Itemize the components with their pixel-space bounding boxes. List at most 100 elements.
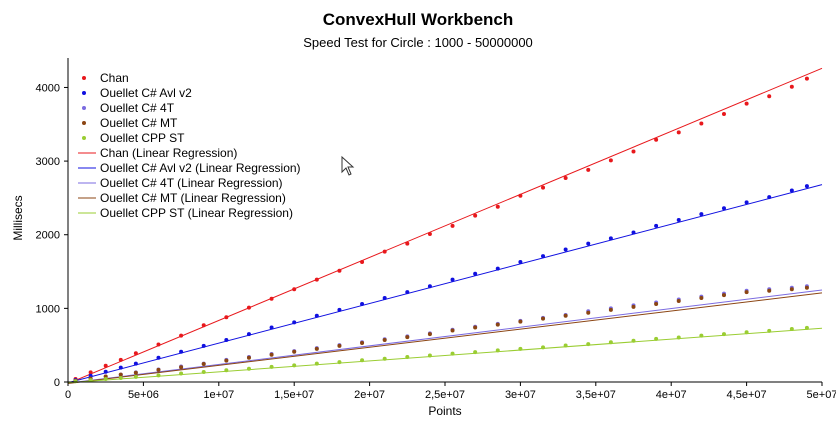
- data-point: [789, 326, 794, 331]
- legend-label: Ouellet C# MT: [100, 116, 178, 130]
- legend-item: Ouellet C# MT: [82, 116, 178, 130]
- data-point: [269, 296, 274, 301]
- data-point: [563, 247, 568, 252]
- data-point: [133, 361, 138, 366]
- regression-line: [67, 292, 823, 384]
- legend-label: Ouellet C# 4T (Linear Regression): [100, 176, 283, 190]
- data-point: [201, 370, 206, 375]
- data-point: [676, 130, 681, 135]
- data-point: [518, 259, 523, 264]
- data-point: [133, 370, 138, 375]
- data-point: [427, 332, 432, 337]
- data-point: [804, 184, 809, 189]
- data-point: [804, 76, 809, 81]
- legend-item: Ouellet C# 4T (Linear Regression): [78, 176, 283, 190]
- data-point: [360, 259, 365, 264]
- data-point: [586, 310, 591, 315]
- data-point: [495, 348, 500, 353]
- data-point: [473, 325, 478, 330]
- data-point: [292, 349, 297, 354]
- data-point: [224, 358, 229, 363]
- y-tick-label: 0: [54, 377, 60, 389]
- legend-item: Ouellet C# Avl v2 (Linear Regression): [78, 161, 301, 175]
- data-point: [541, 254, 546, 259]
- legend-marker: [82, 91, 86, 95]
- data-point: [360, 301, 365, 306]
- data-point: [631, 149, 636, 154]
- data-point: [314, 361, 319, 366]
- data-point: [541, 316, 546, 321]
- data-point: [292, 320, 297, 325]
- data-point: [382, 356, 387, 361]
- data-point: [314, 277, 319, 282]
- data-point: [608, 307, 613, 312]
- data-point: [118, 365, 123, 370]
- x-tick-label: 5e+07: [807, 389, 836, 401]
- x-tick-label: 5e+06: [128, 389, 159, 401]
- data-point: [201, 343, 206, 348]
- data-point: [676, 218, 681, 222]
- data-point: [450, 223, 455, 228]
- data-point: [608, 158, 613, 163]
- legend-label: Ouellet CPP ST (Linear Regression): [100, 206, 293, 220]
- data-point: [360, 340, 365, 345]
- data-point: [156, 355, 161, 360]
- x-tick-label: 3e+07: [505, 389, 536, 401]
- data-point: [314, 346, 319, 351]
- data-point: [631, 230, 636, 235]
- data-point: [179, 333, 184, 338]
- data-point: [246, 366, 251, 371]
- data-point: [789, 84, 794, 89]
- regression-line: [67, 289, 823, 384]
- data-point: [269, 325, 274, 330]
- data-point: [804, 285, 809, 290]
- legend-item: Chan: [82, 71, 129, 85]
- data-point: [744, 290, 749, 295]
- data-point: [721, 111, 726, 116]
- x-tick-label: 3,5e+07: [576, 389, 616, 401]
- legend-marker: [82, 76, 86, 80]
- data-point: [563, 313, 568, 318]
- data-point: [73, 379, 78, 384]
- legend-marker: [82, 121, 86, 125]
- data-point: [103, 363, 108, 368]
- data-point: [518, 346, 523, 351]
- x-tick-label: 2,5e+07: [425, 389, 465, 401]
- data-point: [518, 193, 523, 198]
- data-point: [767, 195, 772, 200]
- data-point: [337, 343, 342, 348]
- data-point: [405, 290, 410, 295]
- data-point: [450, 328, 455, 333]
- data-point: [156, 342, 161, 347]
- data-point: [201, 323, 206, 328]
- data-point: [292, 363, 297, 368]
- chart-subtitle: Speed Test for Circle : 1000 - 50000000: [303, 35, 533, 50]
- data-point: [224, 368, 229, 373]
- data-point: [88, 378, 93, 383]
- y-tick-label: 4000: [36, 82, 60, 94]
- data-point: [699, 212, 704, 217]
- legend-marker: [82, 106, 86, 110]
- data-point: [427, 353, 432, 358]
- data-point: [118, 375, 123, 380]
- data-point: [721, 293, 726, 298]
- data-point: [337, 268, 342, 273]
- data-point: [767, 94, 772, 99]
- legend-label: Ouellet C# Avl v2: [100, 86, 192, 100]
- data-point: [450, 277, 455, 282]
- data-point: [631, 304, 636, 309]
- data-point: [804, 325, 809, 330]
- y-tick-label: 3000: [36, 156, 60, 168]
- data-point: [699, 333, 704, 338]
- regression-line: [67, 327, 823, 384]
- data-point: [118, 357, 123, 362]
- data-point: [103, 377, 108, 382]
- data-point: [654, 301, 659, 306]
- x-tick-label: 1,5e+07: [274, 389, 314, 401]
- x-tick-label: 4e+07: [656, 389, 687, 401]
- data-point: [767, 288, 772, 293]
- data-point: [360, 358, 365, 363]
- legend-label: Ouellet CPP ST: [100, 131, 185, 145]
- x-axis-label: Points: [428, 404, 461, 418]
